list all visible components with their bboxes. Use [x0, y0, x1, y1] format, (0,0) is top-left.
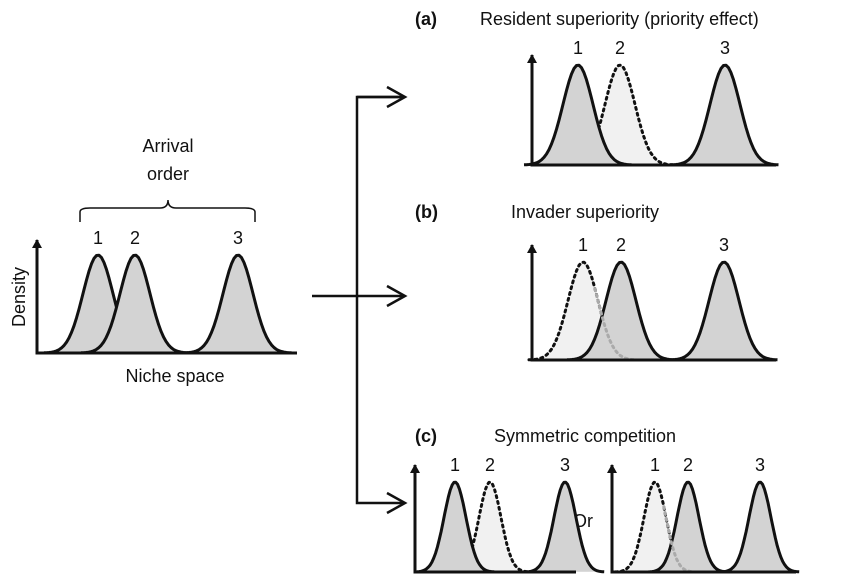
curve-fill [670, 262, 778, 360]
curve-fill [648, 482, 728, 572]
peak-label: 2 [615, 38, 625, 58]
peak-label: 1 [573, 38, 583, 58]
peak-label: 1 [578, 235, 588, 255]
panel-title: Resident superiority (priority effect) [480, 9, 759, 29]
peak-label: 3 [233, 228, 243, 248]
curve-fill [44, 255, 152, 353]
panel-title: Invader superiority [511, 202, 659, 222]
panel-tag: (a) [415, 9, 437, 29]
peak-label: 3 [719, 235, 729, 255]
curve [183, 253, 292, 355]
peak-label: 3 [755, 455, 765, 475]
panel-tag: (b) [415, 202, 438, 222]
curve [720, 480, 800, 574]
curve [566, 260, 675, 362]
curve [525, 480, 605, 574]
arrows [312, 85, 408, 515]
peak-label: 3 [560, 455, 570, 475]
curve-fill [566, 65, 674, 165]
bracket [79, 199, 256, 222]
peak-label: 2 [485, 455, 495, 475]
peak-label: 3 [720, 38, 730, 58]
curve-dotted [527, 260, 638, 362]
curve-fill [720, 482, 800, 572]
x-axis-label: Niche space [125, 366, 224, 386]
peak-label: 1 [450, 455, 460, 475]
panel-tag: (c) [415, 426, 437, 446]
y-axis-label: Density [9, 267, 29, 327]
curve [670, 63, 779, 167]
curve [80, 253, 189, 355]
curve [523, 63, 632, 167]
curve-fill [184, 255, 292, 353]
peak-label: 2 [683, 455, 693, 475]
curve-fill [81, 255, 189, 353]
peak-label: 2 [130, 228, 140, 248]
curve [648, 480, 728, 574]
curve-fill [671, 65, 779, 165]
curve-fill [615, 482, 695, 572]
curve-fill [525, 482, 605, 572]
curve-fill [567, 262, 675, 360]
peak-label: 1 [650, 455, 660, 475]
panel-title: Symmetric competition [494, 426, 676, 446]
peak-label: 2 [616, 235, 626, 255]
curve-fill [524, 65, 632, 165]
curve [415, 480, 495, 574]
peak-label: 1 [93, 228, 103, 248]
curve-fill [450, 482, 530, 572]
curve [669, 260, 778, 362]
curve-fill [415, 482, 495, 572]
arrival-label: order [147, 164, 189, 184]
curve-fill [529, 262, 637, 360]
arrival-label: Arrival [142, 136, 193, 156]
